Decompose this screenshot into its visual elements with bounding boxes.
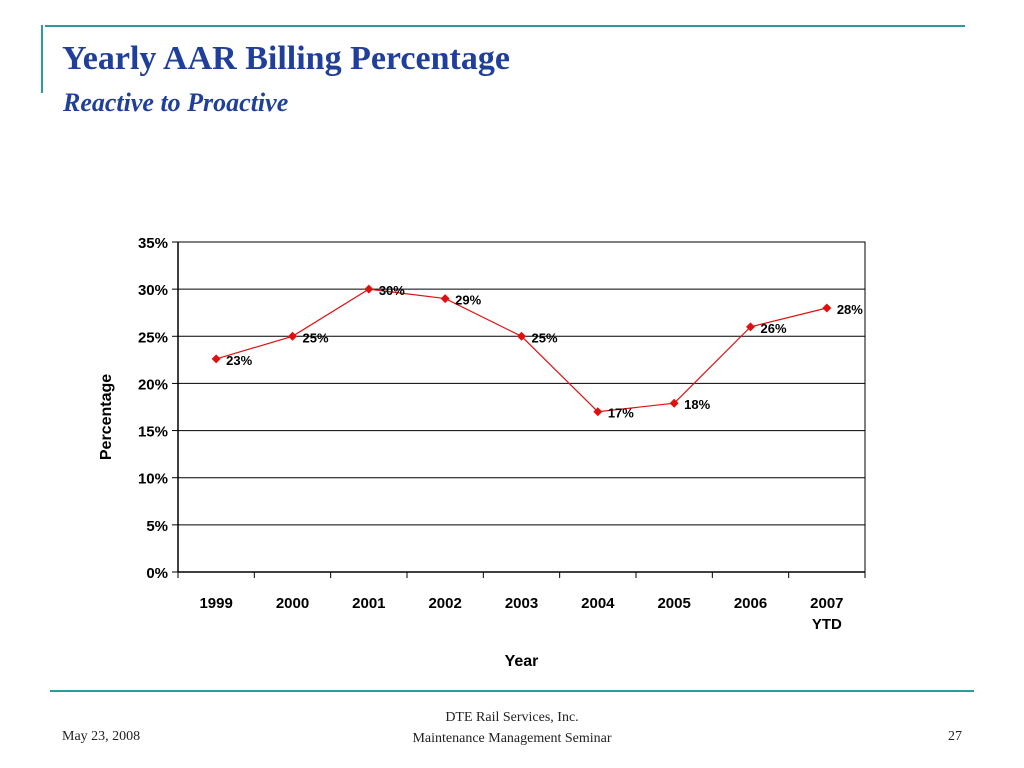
y-tick-label: 10% — [138, 471, 168, 488]
x-tick-label: 2007 — [810, 595, 843, 612]
footer-center: DTE Rail Services, Inc. Maintenance Mana… — [0, 707, 1024, 749]
x-axis-title: Year — [505, 653, 539, 670]
x-tick-label: 2000 — [276, 595, 309, 612]
data-point — [211, 354, 221, 364]
page-number: 27 — [948, 729, 962, 744]
footer-event: Maintenance Management Seminar — [412, 731, 612, 746]
slide-subtitle: Reactive to Proactive — [63, 88, 289, 117]
y-axis-title: Percentage — [98, 374, 115, 460]
y-tick-label: 0% — [146, 565, 168, 582]
data-label: 28% — [837, 302, 863, 317]
data-point — [746, 322, 755, 332]
x-tick-label: 2003 — [505, 595, 538, 612]
slide-title: Yearly AAR Billing Percentage — [62, 40, 510, 77]
y-tick-label: 25% — [138, 329, 168, 346]
footer-company: DTE Rail Services, Inc. — [445, 710, 579, 725]
data-label: 30% — [379, 283, 405, 298]
data-point — [517, 331, 526, 341]
y-tick-label: 5% — [146, 518, 168, 535]
x-tick-label: 2006 — [734, 595, 767, 612]
series-line — [215, 288, 827, 413]
y-tick-label: 15% — [138, 424, 168, 441]
data-point — [669, 398, 679, 408]
left-accent-line — [41, 25, 43, 93]
data-point — [364, 284, 374, 294]
x-tick-label: 1999 — [199, 595, 232, 612]
data-point — [440, 294, 450, 304]
footer-date: May 23, 2008 — [62, 729, 141, 744]
footer-rule — [50, 690, 974, 692]
data-label: 26% — [761, 321, 787, 336]
y-tick-label: 20% — [138, 376, 168, 393]
x-tick-label: YTD — [812, 616, 842, 633]
data-point — [822, 303, 832, 313]
data-label: 29% — [455, 293, 481, 308]
x-tick-label: 2001 — [352, 595, 385, 612]
x-tick-label: 2002 — [428, 595, 461, 612]
data-label: 17% — [608, 406, 634, 421]
x-tick-label: 2004 — [581, 595, 615, 612]
x-tick-label: 2005 — [657, 595, 690, 612]
data-label: 18% — [684, 397, 710, 412]
data-point — [593, 407, 603, 417]
data-label: 25% — [303, 330, 329, 345]
data-point — [288, 331, 297, 341]
plot-frame — [177, 241, 866, 573]
top-accent-line — [45, 25, 965, 27]
data-label: 25% — [532, 330, 558, 345]
data-label: 23% — [226, 353, 252, 368]
y-tick-label: 30% — [138, 282, 168, 299]
y-tick-label: 35% — [138, 235, 168, 252]
